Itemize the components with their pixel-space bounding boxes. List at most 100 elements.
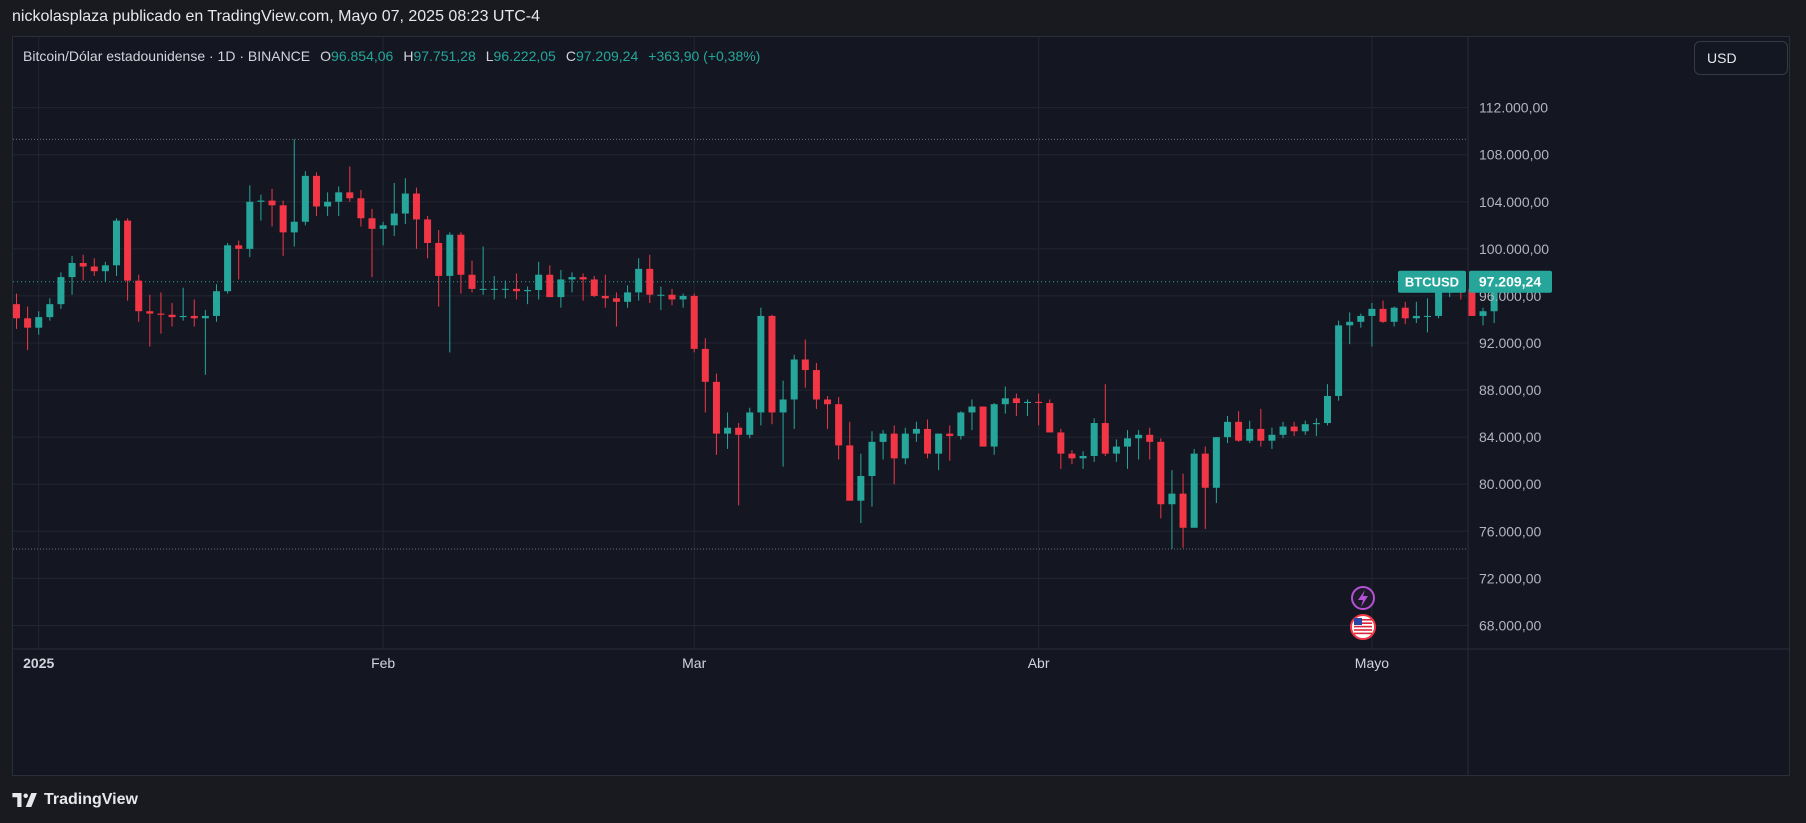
- price-tick-label: 76.000,00: [1479, 523, 1541, 539]
- candle-body: [724, 427, 732, 434]
- grid-lines: [13, 37, 1468, 649]
- candle: [1035, 393, 1043, 426]
- candle: [79, 254, 87, 281]
- candle: [901, 427, 909, 465]
- candle: [624, 285, 632, 308]
- candle: [401, 178, 409, 225]
- currency-button[interactable]: USD: [1694, 41, 1788, 75]
- candle: [312, 172, 320, 216]
- chart-panel[interactable]: 68.000,00 72.000,00 76.000,00 80.000,00 84.0…: [12, 36, 1790, 776]
- candle-body: [79, 262, 87, 267]
- open-label: O: [320, 48, 332, 64]
- candle: [646, 254, 654, 303]
- candle: [424, 215, 432, 259]
- candle: [957, 411, 965, 440]
- candle: [190, 299, 198, 327]
- lightning-event-icon[interactable]: [1351, 586, 1375, 610]
- candle: [468, 260, 476, 293]
- candle: [1279, 421, 1287, 439]
- candle-body: [35, 317, 43, 328]
- candle: [768, 314, 776, 425]
- candle: [1268, 427, 1276, 449]
- candle: [879, 430, 887, 460]
- candle: [279, 200, 287, 256]
- candle-body: [1190, 453, 1198, 528]
- symbol-title: Bitcoin/Dólar estadounidense · 1D · BINA…: [23, 48, 311, 64]
- candle-body: [24, 318, 32, 328]
- candle-body: [435, 242, 443, 276]
- candles: [13, 139, 1509, 549]
- candle: [224, 242, 232, 294]
- candle: [146, 294, 154, 347]
- high-value: 97.751,28: [413, 48, 476, 64]
- candle-body: [935, 433, 943, 454]
- candle-body: [224, 245, 232, 292]
- candle-body: [557, 279, 565, 298]
- price-tags: BTCUSD 97.209,24: [1398, 270, 1552, 293]
- candle-body: [1090, 423, 1098, 456]
- candle-body: [1046, 403, 1054, 433]
- candle: [1012, 393, 1020, 416]
- candle-body: [357, 198, 365, 219]
- candle: [46, 298, 54, 321]
- candle-body: [379, 225, 387, 229]
- candle: [1001, 386, 1009, 414]
- price-tick-label: 80.000,00: [1479, 476, 1541, 492]
- candle-body: [568, 277, 576, 280]
- candle: [712, 373, 720, 455]
- candle-body: [212, 291, 220, 316]
- candle: [13, 293, 20, 329]
- candle: [1190, 448, 1198, 528]
- candle: [590, 275, 598, 298]
- candle-body: [690, 295, 698, 349]
- candle-body: [646, 268, 654, 295]
- symbol-tag-bg: [1398, 270, 1466, 293]
- tradingview-brand[interactable]: TradingView: [12, 789, 138, 811]
- candle: [524, 286, 532, 305]
- candle: [379, 221, 387, 246]
- candlestick-chart[interactable]: 68.000,00 72.000,00 76.000,00 80.000,00 84.0…: [13, 37, 1790, 776]
- candle: [824, 395, 832, 429]
- candle-body: [1401, 307, 1409, 319]
- candle-body: [168, 314, 176, 318]
- candle-body: [1357, 315, 1365, 322]
- candle-body: [1057, 432, 1065, 454]
- candle: [235, 240, 243, 280]
- candle-body: [546, 274, 554, 298]
- candle: [1101, 384, 1109, 456]
- candle: [757, 307, 765, 426]
- candle-body: [68, 262, 76, 278]
- time-tick-label: Feb: [371, 655, 395, 671]
- candle: [779, 380, 787, 467]
- candle-body: [390, 213, 398, 226]
- candle: [1079, 451, 1087, 469]
- candle: [979, 406, 987, 447]
- us-flag-event-icon[interactable]: [1350, 614, 1376, 640]
- candle: [390, 182, 398, 236]
- candle-body: [746, 412, 754, 435]
- candle-body: [1168, 493, 1176, 505]
- flag-stripe: [1354, 622, 1372, 624]
- candle-body: [601, 295, 609, 299]
- candle-body: [179, 315, 187, 318]
- candle: [1124, 430, 1131, 469]
- candle: [546, 265, 554, 298]
- candle-body: [101, 265, 109, 272]
- candle-body: [1146, 434, 1154, 442]
- candle-body: [768, 315, 776, 413]
- candle: [1057, 428, 1065, 469]
- candle: [1379, 300, 1387, 323]
- price-tick-label: 92.000,00: [1479, 335, 1541, 351]
- candle-body: [990, 404, 998, 447]
- candle: [1401, 301, 1409, 325]
- candle-body: [846, 445, 854, 501]
- candle: [868, 431, 876, 507]
- candle-body: [1290, 426, 1298, 432]
- flag-stripe: [1354, 625, 1372, 628]
- candle: [368, 208, 376, 278]
- events: [1350, 586, 1376, 640]
- price-tick-label: 108.000,00: [1479, 147, 1549, 163]
- low-value: 96.222,05: [493, 48, 556, 64]
- candle: [357, 190, 365, 227]
- candle-body: [1335, 325, 1343, 396]
